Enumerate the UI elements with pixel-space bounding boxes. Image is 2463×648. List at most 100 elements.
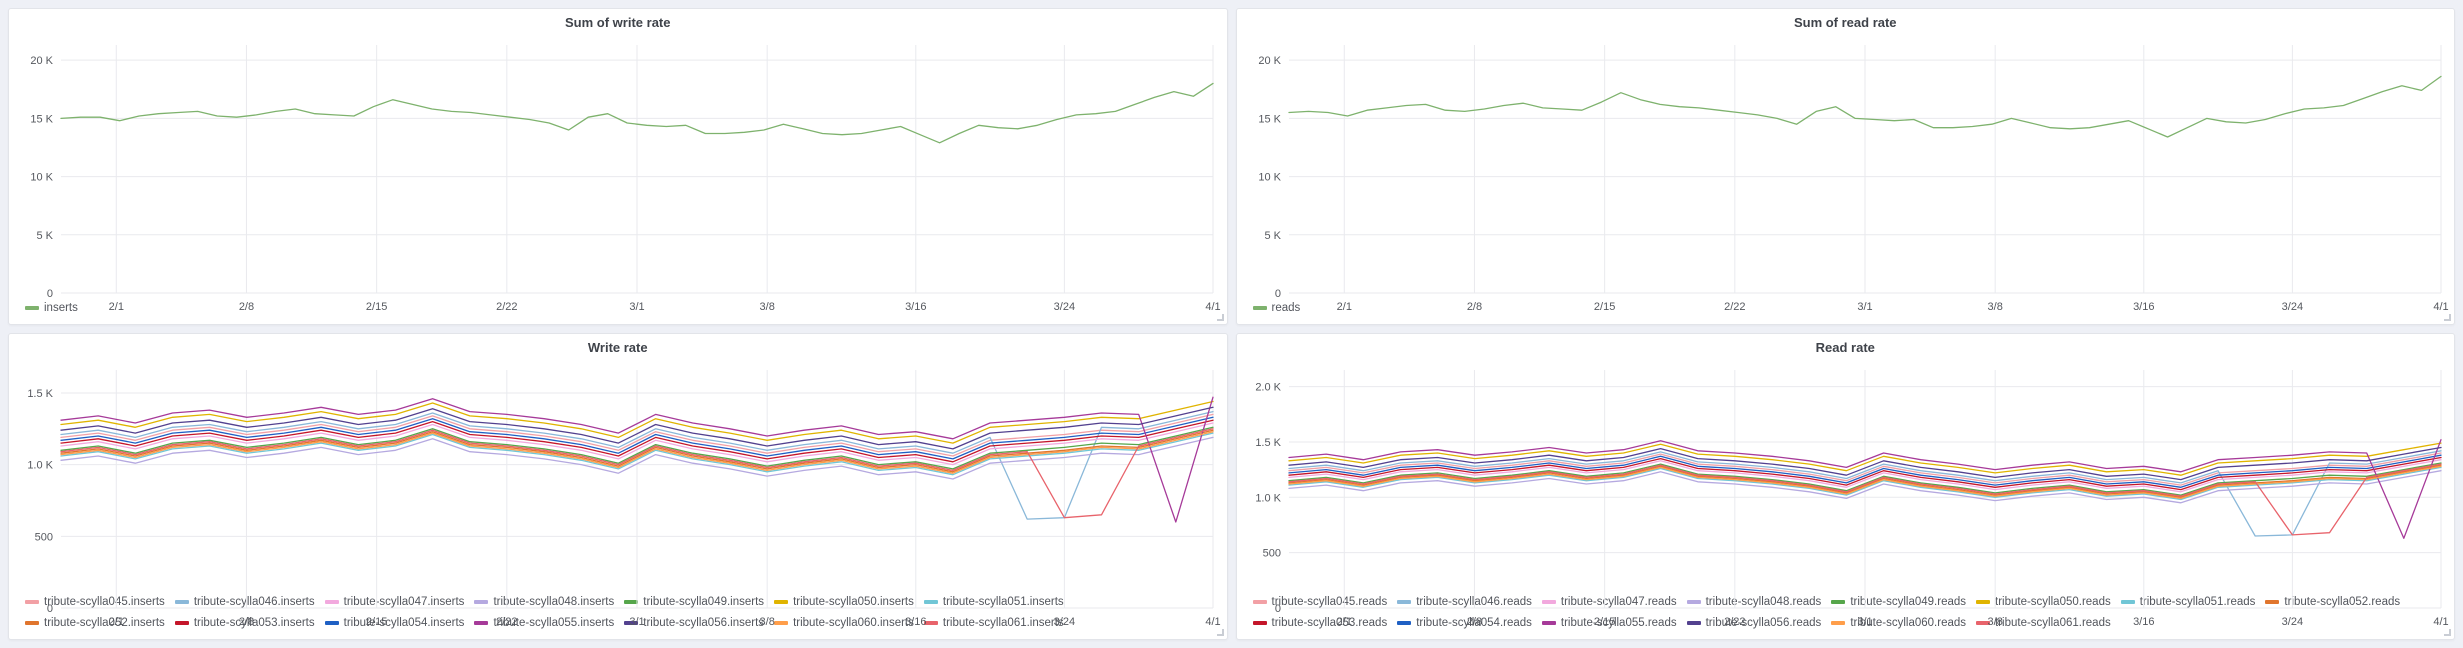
legend-color-marker: [1252, 621, 1267, 625]
legend-item[interactable]: tribute-scylla051.reads: [2120, 593, 2255, 611]
svg-text:4/1: 4/1: [1205, 301, 1220, 313]
svg-text:2/22: 2/22: [1724, 301, 1745, 313]
legend: inserts: [9, 299, 1227, 324]
legend-label: tribute-scylla049.inserts: [643, 596, 765, 608]
panel-sum-of-write-rate: Sum of write rate 2/1 2/8 2/15 2/22 3/1 3/8 3/…: [8, 8, 1228, 325]
legend-item[interactable]: tribute-scylla051.inserts: [923, 593, 1064, 611]
legend-color-marker: [1541, 600, 1556, 604]
legend-item[interactable]: tribute-scylla049.inserts: [624, 593, 764, 611]
legend-color-marker: [25, 621, 39, 625]
time-series-plot[interactable]: 2/1 2/8 2/15 2/22 3/1 3/8 3/16 3/24 4/1 0 5 K 10 K 1…: [1237, 37, 2455, 313]
legend-item[interactable]: tribute-scylla046.inserts: [174, 593, 315, 611]
panel-title[interactable]: Sum of read rate: [1793, 15, 1897, 30]
legend-label: tribute-scylla046.inserts: [193, 596, 315, 608]
legend-item[interactable]: tribute-scylla061.inserts: [923, 614, 1064, 632]
panel-header[interactable]: Sum of write rate: [9, 9, 1227, 37]
legend-label: tribute-scylla061.reads: [1995, 617, 2111, 629]
svg-text:2/15: 2/15: [1593, 616, 1614, 628]
legend-color-marker: [624, 600, 639, 604]
legend-item[interactable]: tribute-scylla047.reads: [1541, 593, 1677, 611]
legend-item[interactable]: tribute-scylla050.inserts: [774, 593, 914, 611]
legend-item[interactable]: tribute-scylla052.inserts: [25, 614, 165, 632]
svg-text:3/1: 3/1: [1857, 301, 1872, 313]
panel-header[interactable]: Write rate: [9, 334, 1227, 362]
svg-text:15 K: 15 K: [1258, 113, 1281, 125]
panel-resize-handle-icon[interactable]: [2444, 629, 2451, 636]
legend-item[interactable]: tribute-scylla045.reads: [1252, 593, 1388, 611]
panel-header[interactable]: Read rate: [1237, 334, 2455, 362]
time-series-plot[interactable]: 2/1 2/8 2/15 2/22 3/1 3/8 3/16 3/24 4/1 0 500 1.0 K…: [1237, 362, 2455, 628]
panel-read-rate: Read rate 2/1 2/8 2/15 2/22 3/1 3/8 3/16 3/24 4/…: [1235, 333, 2455, 640]
legend-label: tribute-scylla050.inserts: [793, 596, 914, 608]
svg-text:2/8: 2/8: [1466, 301, 1481, 313]
legend-color-marker: [1976, 621, 1991, 625]
legend-label: tribute-scylla052.inserts: [44, 617, 165, 629]
legend-item[interactable]: tribute-scylla060.reads: [1831, 614, 1966, 632]
svg-text:500: 500: [1262, 548, 1280, 560]
legend-item[interactable]: tribute-scylla047.inserts: [324, 593, 464, 611]
svg-text:2/8: 2/8: [1466, 616, 1481, 628]
svg-text:4/1: 4/1: [2433, 301, 2448, 313]
legend-color-marker: [474, 621, 489, 625]
svg-text:10 K: 10 K: [1258, 172, 1281, 184]
panel-title[interactable]: Write rate: [587, 340, 648, 355]
svg-text:0: 0: [1274, 603, 1280, 615]
svg-text:3/24: 3/24: [2281, 616, 2302, 628]
legend-label: tribute-scylla047.reads: [1560, 596, 1677, 608]
legend-item[interactable]: tribute-scylla061.reads: [1976, 614, 2111, 632]
svg-text:2/22: 2/22: [496, 301, 517, 313]
legend-item[interactable]: tribute-scylla049.reads: [1831, 593, 1966, 611]
panel-title[interactable]: Read rate: [1815, 340, 1875, 355]
legend-item[interactable]: tribute-scylla045.inserts: [25, 593, 165, 611]
legend-item[interactable]: reads: [1252, 299, 1300, 317]
svg-text:0: 0: [47, 603, 53, 615]
legend-item[interactable]: tribute-scylla055.inserts: [474, 614, 614, 632]
legend-item[interactable]: tribute-scylla053.reads: [1252, 614, 1387, 632]
svg-text:10 K: 10 K: [30, 172, 53, 184]
panel-header[interactable]: Sum of read rate: [1237, 9, 2455, 37]
legend-item[interactable]: tribute-scylla053.inserts: [174, 614, 315, 632]
legend-item[interactable]: tribute-scylla048.inserts: [474, 593, 614, 611]
legend-item[interactable]: tribute-scylla060.inserts: [774, 614, 914, 632]
svg-text:1.5 K: 1.5 K: [1255, 437, 1281, 449]
svg-text:20 K: 20 K: [30, 55, 53, 67]
svg-text:3/1: 3/1: [1857, 616, 1872, 628]
time-series-plot[interactable]: 2/1 2/8 2/15 2/22 3/1 3/8 3/16 3/24 4/1 0 5 K 10 K 1…: [9, 37, 1227, 313]
panel-resize-handle-icon[interactable]: [1216, 629, 1224, 636]
svg-text:3/1: 3/1: [629, 616, 644, 628]
legend-color-marker: [774, 621, 789, 625]
legend-label: inserts: [44, 302, 78, 314]
legend-color-marker: [624, 621, 639, 625]
panel-resize-handle-icon[interactable]: [1216, 314, 1224, 321]
legend-color-marker: [1541, 621, 1556, 625]
legend-color-marker: [1397, 621, 1412, 625]
svg-text:2/15: 2/15: [366, 301, 387, 313]
legend-item[interactable]: tribute-scylla056.reads: [1686, 614, 1821, 632]
legend-item[interactable]: tribute-scylla054.reads: [1397, 614, 1532, 632]
legend-label: tribute-scylla056.inserts: [643, 617, 765, 629]
time-series-plot[interactable]: 2/1 2/8 2/15 2/22 3/1 3/8 3/16 3/24 4/1 0 500 1.0 K…: [9, 362, 1227, 628]
legend-item[interactable]: inserts: [25, 299, 78, 317]
legend: tribute-scylla045.reads tribute-scylla046…: [1237, 593, 2455, 639]
legend-color-marker: [1252, 600, 1267, 604]
svg-text:2/1: 2/1: [109, 616, 124, 628]
legend-label: tribute-scylla053.inserts: [193, 617, 315, 629]
legend-label: tribute-scylla055.inserts: [493, 617, 615, 629]
svg-text:3/1: 3/1: [629, 301, 644, 313]
panel-sum-of-read-rate: Sum of read rate 2/1 2/8 2/15 2/22 3/1 3/8 3/1…: [1235, 8, 2455, 325]
svg-text:2/1: 2/1: [1336, 616, 1351, 628]
panel-title[interactable]: Sum of write rate: [565, 15, 671, 30]
legend-label: tribute-scylla049.reads: [1850, 596, 1967, 608]
legend-item[interactable]: tribute-scylla055.reads: [1541, 614, 1677, 632]
svg-text:1.0 K: 1.0 K: [1255, 492, 1281, 504]
legend-item[interactable]: tribute-scylla052.reads: [2265, 593, 2400, 611]
legend-item[interactable]: tribute-scylla056.inserts: [624, 614, 764, 632]
legend-label: tribute-scylla061.inserts: [942, 617, 1064, 629]
legend-label: tribute-scylla054.inserts: [343, 617, 465, 629]
svg-text:3/24: 3/24: [2281, 301, 2302, 313]
legend-item[interactable]: tribute-scylla054.inserts: [324, 614, 465, 632]
legend-item[interactable]: tribute-scylla050.reads: [1976, 593, 2111, 611]
svg-text:2/8: 2/8: [239, 616, 254, 628]
panel-resize-handle-icon[interactable]: [2444, 314, 2451, 321]
legend-label: tribute-scylla045.reads: [1271, 596, 1388, 608]
